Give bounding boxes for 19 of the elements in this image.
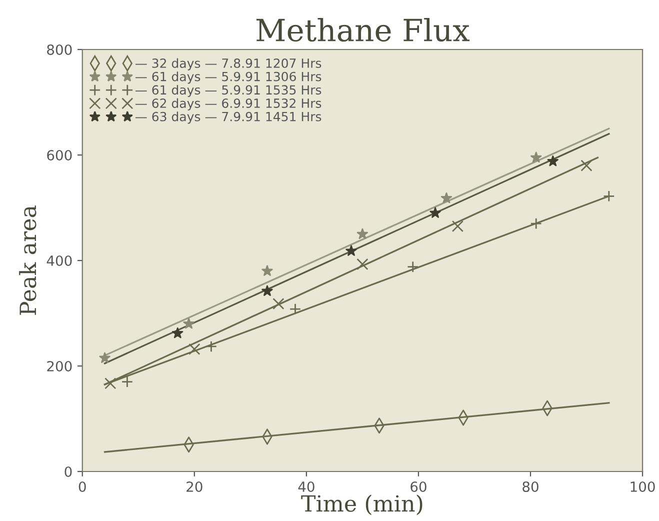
legend-label: — 63 days — 7.9.91 1451 Hrs <box>135 112 322 124</box>
x-tick-label: 40 <box>298 481 314 492</box>
legend-label: — 32 days — 7.8.91 1207 Hrs <box>135 58 322 70</box>
x-tick-label: 80 <box>522 481 538 492</box>
legend-label: — 61 days — 5.9.91 1306 Hrs <box>135 72 322 84</box>
x-tick-label: 60 <box>410 481 426 492</box>
legend-label: — 62 days — 6.9.91 1532 Hrs <box>135 98 322 110</box>
y-tick-label: 200 <box>47 360 72 372</box>
y-tick-label: 800 <box>47 44 72 55</box>
y-tick-label: 0 <box>64 466 72 477</box>
x-axis-title: Time (min) <box>301 494 422 516</box>
x-tick-label: 0 <box>78 481 86 492</box>
y-axis-title: Peak area <box>19 206 36 315</box>
y-tick-label: 600 <box>47 150 72 160</box>
y-tick-label: 400 <box>46 255 72 266</box>
x-tick-label: 100 <box>630 481 655 492</box>
x-tick-label: 20 <box>186 481 202 492</box>
legend-label: — 61 days — 5.9.91 1535 Hrs <box>135 84 322 98</box>
chart-title: Methane Flux <box>256 18 470 42</box>
